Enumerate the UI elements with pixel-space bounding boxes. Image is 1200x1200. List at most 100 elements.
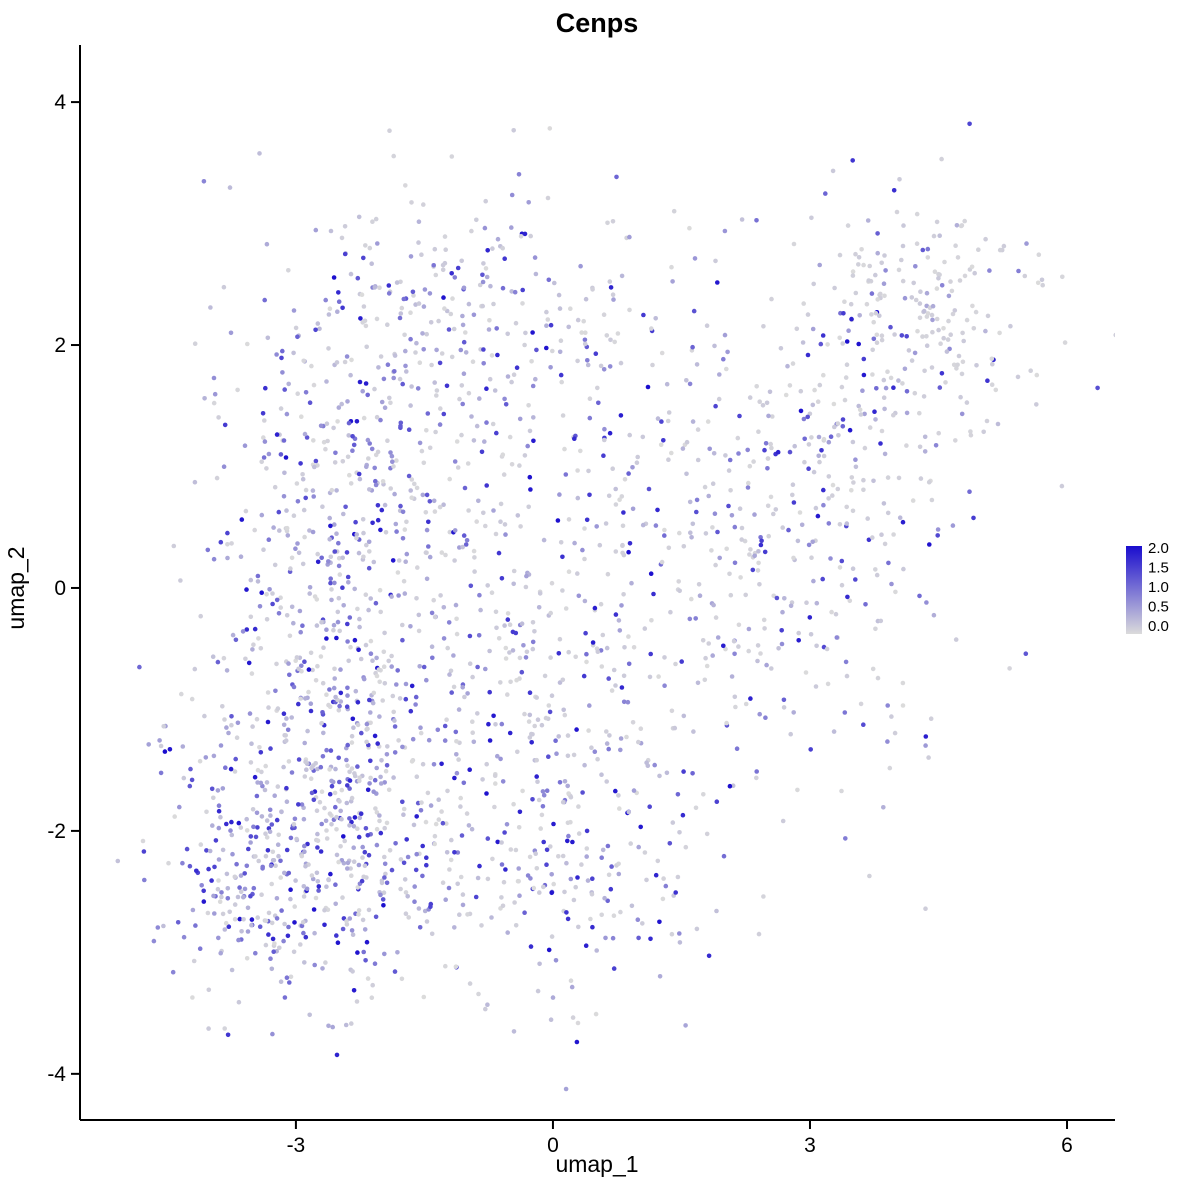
data-point	[861, 487, 866, 493]
data-point	[622, 645, 627, 650]
data-point	[248, 760, 254, 765]
data-point	[313, 227, 319, 233]
data-point	[391, 709, 397, 715]
data-point	[363, 826, 369, 831]
data-point	[557, 636, 563, 642]
data-point	[809, 555, 814, 560]
data-point	[692, 256, 698, 261]
data-point	[328, 576, 334, 581]
data-point	[335, 619, 341, 625]
data-point	[618, 413, 624, 418]
data-point	[924, 290, 930, 296]
data-point	[512, 289, 518, 295]
data-point	[477, 592, 482, 598]
data-point	[983, 236, 988, 242]
data-point	[547, 126, 553, 131]
data-point	[935, 527, 941, 532]
data-point	[528, 944, 534, 949]
data-point	[327, 791, 333, 797]
data-point	[920, 247, 926, 253]
y-tick-label: 2	[54, 334, 66, 357]
data-point	[348, 644, 353, 650]
data-point	[470, 730, 476, 735]
data-point	[379, 507, 385, 513]
data-point	[355, 722, 361, 728]
data-point	[552, 280, 557, 286]
data-point	[666, 545, 672, 551]
data-point	[508, 847, 514, 852]
data-point	[385, 744, 390, 749]
data-point	[307, 528, 312, 533]
data-point	[314, 597, 320, 602]
data-point	[546, 754, 551, 759]
data-point	[471, 438, 477, 443]
data-point	[795, 787, 800, 793]
data-point	[229, 714, 234, 719]
data-point	[179, 691, 184, 697]
data-point	[270, 1031, 275, 1037]
data-point	[296, 757, 302, 762]
data-point	[657, 773, 662, 779]
data-point	[499, 895, 504, 900]
data-point	[243, 508, 249, 514]
data-point	[315, 831, 320, 837]
data-point	[223, 920, 229, 926]
data-point	[345, 621, 350, 627]
data-point	[820, 333, 826, 338]
data-point	[291, 949, 297, 955]
data-point	[211, 556, 217, 562]
data-point	[746, 648, 751, 654]
data-point	[415, 565, 420, 570]
data-point	[248, 834, 254, 839]
data-point	[837, 565, 843, 570]
data-point	[492, 804, 497, 810]
data-point	[954, 366, 959, 371]
data-point	[254, 793, 260, 799]
data-point	[184, 846, 190, 852]
data-point	[625, 699, 631, 705]
data-point	[424, 492, 430, 498]
data-point	[711, 602, 716, 608]
data-point	[566, 649, 571, 655]
data-point	[879, 337, 885, 343]
data-point	[204, 848, 209, 853]
data-point	[662, 533, 667, 538]
data-point	[441, 605, 447, 610]
data-point	[268, 813, 273, 818]
data-point	[745, 447, 750, 453]
data-point	[361, 874, 367, 880]
data-point	[485, 876, 491, 882]
data-point	[372, 961, 378, 966]
data-point	[271, 949, 277, 954]
data-point	[839, 582, 845, 588]
data-point	[756, 560, 761, 566]
data-point	[823, 191, 828, 196]
data-point	[467, 981, 473, 986]
data-point	[765, 503, 771, 509]
data-point	[587, 396, 593, 402]
data-point	[683, 1023, 688, 1028]
data-point	[519, 669, 525, 675]
data-point	[646, 486, 652, 492]
data-point	[762, 626, 767, 631]
data-point	[303, 495, 309, 501]
data-point	[973, 309, 979, 315]
data-point	[582, 556, 587, 562]
data-point	[703, 655, 708, 661]
data-point	[547, 709, 553, 715]
data-point	[825, 342, 830, 347]
data-point	[566, 517, 572, 522]
data-point	[337, 628, 343, 634]
data-point	[419, 252, 424, 257]
data-point	[347, 916, 353, 921]
data-point	[205, 910, 211, 916]
data-point	[951, 362, 957, 368]
data-point	[357, 379, 363, 385]
data-point	[879, 260, 884, 266]
data-point	[380, 897, 386, 902]
data-point	[837, 335, 842, 341]
data-point	[534, 866, 540, 871]
data-point	[826, 474, 832, 479]
data-point	[431, 597, 437, 603]
data-point	[928, 716, 934, 721]
